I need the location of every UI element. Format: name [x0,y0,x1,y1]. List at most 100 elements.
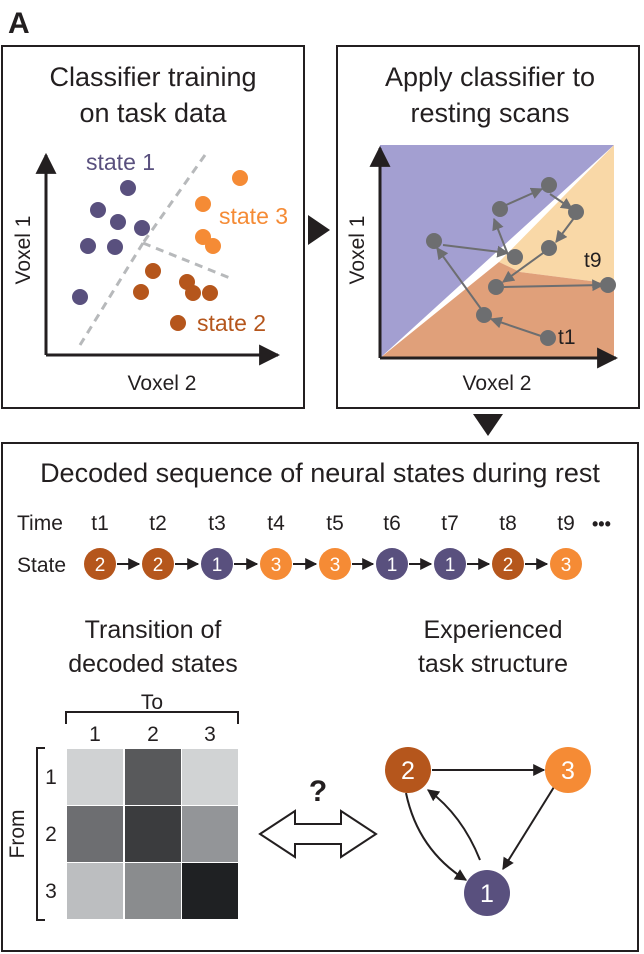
matrix-cell [125,806,181,862]
matrix-row-label: 2 [45,823,57,846]
structure-node-3-label: 3 [561,757,575,785]
edge-2-to-1 [405,792,468,881]
structure-node-2-label: 2 [401,757,415,785]
structure-node-1-label: 1 [480,880,494,908]
matrix-column-label: 3 [204,723,216,746]
state-circle [434,548,466,580]
apply-xlabel: Voxel 2 [463,372,532,395]
time-row: t1 t2 t3 t4 t5 t6 t7 t8 t9 [91,512,575,535]
trajectory [436,187,605,338]
sequence-ellipsis: ••• [592,514,611,534]
point [133,284,149,300]
matrix-cell [67,806,123,862]
structure-title-line1: Experienced [424,616,563,644]
point [492,201,508,217]
state-circle [142,548,174,580]
question-mark: ? [309,775,327,808]
point [107,239,123,255]
state-circle [376,548,408,580]
matrix-column-label: 2 [147,723,159,746]
time-tick: t4 [267,512,285,535]
state-circle [550,548,582,580]
structure-node-3: 3 [545,747,591,793]
double-arrow-icon [258,809,378,859]
transition-matrix [67,749,238,919]
state-circle [492,548,524,580]
from-bracket [36,747,45,921]
t1-label: t1 [558,326,576,349]
state-value: 1 [387,555,398,576]
training-xlabel: Voxel 2 [128,372,197,395]
point [205,238,221,254]
point [202,285,218,301]
transition-title-line1: Transition of [85,616,222,644]
point [145,263,161,279]
state-value: 2 [153,555,164,576]
point [170,315,186,331]
matrix-row-label: 1 [45,766,57,789]
point [120,180,136,196]
state2-label: state 2 [197,310,266,336]
training-ylabel: Voxel 1 [12,216,35,285]
state-value: 3 [330,555,341,576]
point [90,202,106,218]
matrix-cell [67,749,123,805]
decision-boundary [78,154,231,346]
state-circle [201,548,233,580]
time-tick: t6 [383,512,401,535]
training-title-line1: Classifier training [49,62,256,92]
state-circle [260,548,292,580]
to-bracket [65,711,239,724]
apply-panel: Apply classifier to resting scans Voxel … [336,45,640,409]
point [507,249,523,265]
from-label: From [6,810,29,859]
t9-label: t9 [584,249,602,272]
structure-title-line2: task structure [418,650,568,678]
matrix-cell [67,863,123,919]
state-value: 3 [561,555,572,576]
matrix-cell [182,806,238,862]
structure-node-1: 1 [464,870,510,916]
point [568,204,584,220]
point [541,240,557,256]
bottom-panel: Decoded sequence of neural states during… [1,442,639,952]
time-tick: t7 [441,512,459,535]
point [476,307,492,323]
apply-ylabel: Voxel 1 [346,216,369,285]
time-tick: t1 [91,512,109,535]
matrix-column-labels: 1 2 3 [89,723,216,746]
sequence-title: Decoded sequence of neural states during… [40,458,600,488]
state-circle [84,548,116,580]
structure-node-2: 2 [385,747,431,793]
right-arrow-icon [308,215,330,245]
state-circle [319,548,351,580]
state-value: 2 [503,555,514,576]
state-value: 2 [95,555,106,576]
structure-edges [405,764,555,881]
point [72,289,88,305]
time-tick: t8 [499,512,517,535]
point [195,196,211,212]
point [110,214,126,230]
to-label: To [141,691,163,714]
matrix-cell [182,749,238,805]
state-value: 1 [212,555,223,576]
state3-label: state 3 [219,203,288,229]
matrix-cell [125,749,181,805]
training-title-line2: on task data [79,98,227,128]
matrix-row-labels: 1 2 3 [45,766,57,903]
state1-points [72,180,150,305]
time-tick: t3 [208,512,226,535]
matrix-cell [125,863,181,919]
training-panel: Classifier training on task data Voxel 1… [1,45,305,409]
point [232,170,248,186]
panel-letter: A [8,7,30,40]
region-state3 [499,145,614,284]
transition-title-line2: decoded states [68,650,238,678]
state-value: 1 [445,555,456,576]
edge-1-to-2 [427,789,481,861]
state-label: State [17,554,66,577]
apply-title-line1: Apply classifier to [385,62,595,92]
point [541,177,557,193]
